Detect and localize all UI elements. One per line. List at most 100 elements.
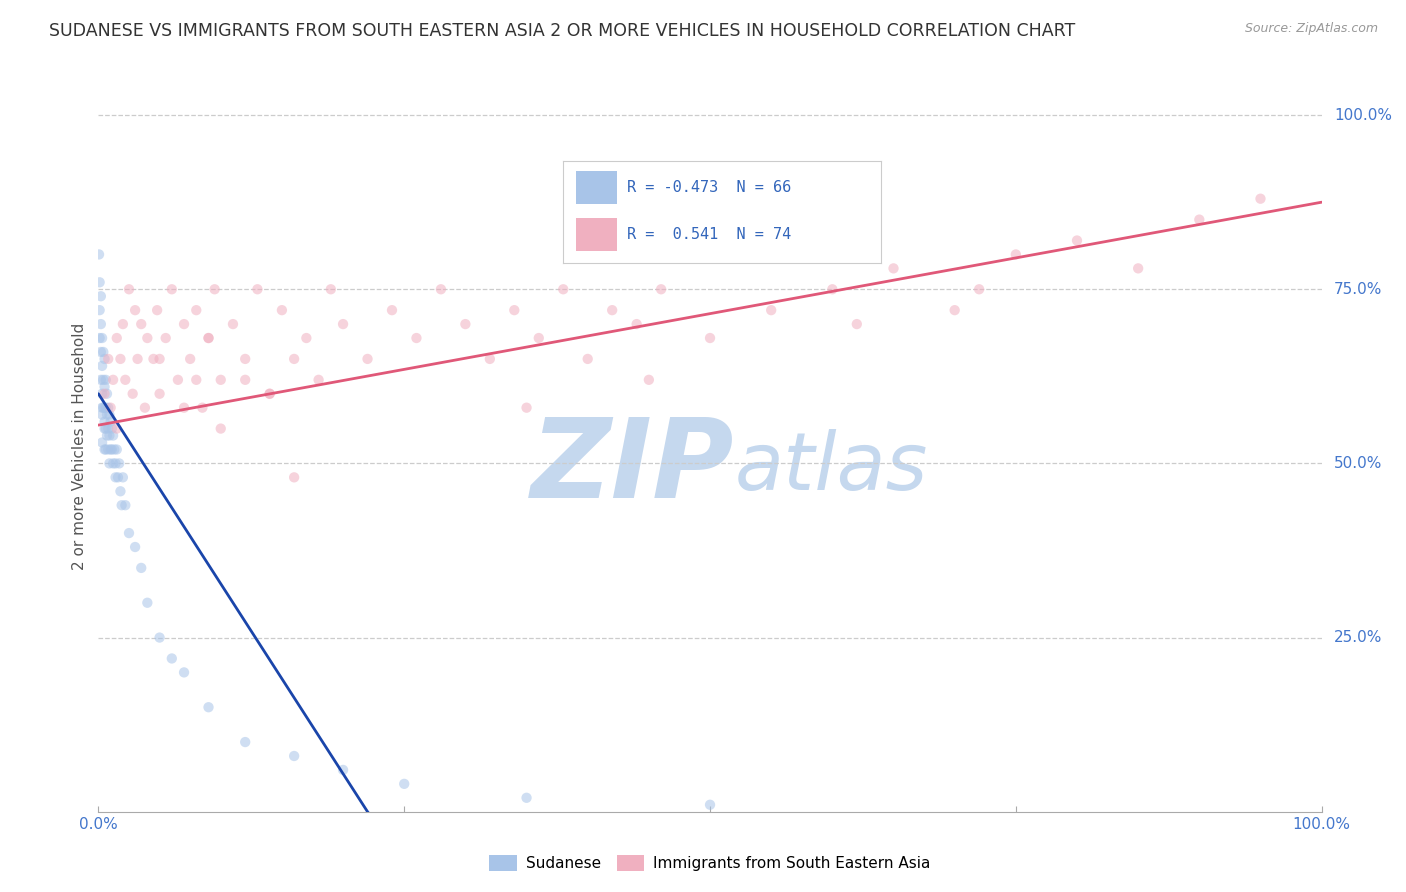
Point bbox=[136, 331, 159, 345]
Point bbox=[149, 351, 172, 366]
Point bbox=[97, 401, 120, 415]
Point bbox=[121, 386, 143, 401]
Point bbox=[96, 386, 118, 401]
Point bbox=[173, 401, 195, 415]
Point bbox=[105, 442, 128, 457]
Point bbox=[136, 596, 159, 610]
Point bbox=[87, 247, 110, 261]
Point bbox=[332, 763, 354, 777]
Point bbox=[967, 282, 990, 296]
Text: 75.0%: 75.0% bbox=[1334, 282, 1382, 297]
Point bbox=[101, 421, 124, 435]
Point bbox=[454, 317, 477, 331]
Point bbox=[101, 428, 124, 442]
Point bbox=[204, 282, 226, 296]
Point bbox=[600, 303, 623, 318]
Point bbox=[129, 561, 152, 575]
Point bbox=[173, 665, 195, 680]
Point bbox=[89, 275, 111, 289]
Point bbox=[105, 421, 128, 435]
Point bbox=[91, 359, 114, 373]
Point bbox=[101, 442, 124, 457]
Point bbox=[233, 735, 256, 749]
Point bbox=[332, 317, 354, 331]
Point bbox=[90, 345, 112, 359]
Point bbox=[105, 331, 128, 345]
Point bbox=[134, 401, 156, 415]
Point bbox=[392, 777, 416, 791]
Point bbox=[319, 282, 342, 296]
Point bbox=[100, 442, 122, 457]
Point bbox=[96, 428, 118, 442]
Y-axis label: 2 or more Vehicles in Household: 2 or more Vehicles in Household bbox=[72, 322, 87, 570]
Point bbox=[381, 303, 404, 318]
Point bbox=[1249, 192, 1271, 206]
Point bbox=[883, 261, 905, 276]
Text: 25.0%: 25.0% bbox=[1334, 630, 1382, 645]
Point bbox=[91, 331, 114, 345]
Point bbox=[259, 386, 281, 401]
Point bbox=[124, 303, 146, 318]
Point bbox=[167, 373, 190, 387]
Point bbox=[356, 351, 378, 366]
Point bbox=[91, 408, 114, 422]
Point bbox=[283, 351, 305, 366]
Point bbox=[129, 317, 152, 331]
Point bbox=[91, 435, 114, 450]
Point bbox=[295, 331, 318, 345]
Point bbox=[699, 331, 721, 345]
Point bbox=[101, 457, 124, 471]
Text: ZIP: ZIP bbox=[531, 415, 734, 522]
Point bbox=[515, 401, 537, 415]
Point bbox=[114, 498, 136, 512]
Point bbox=[104, 470, 127, 484]
Point bbox=[97, 442, 120, 457]
Point bbox=[222, 317, 245, 331]
Point bbox=[637, 373, 661, 387]
Point bbox=[259, 386, 281, 401]
Legend: Sudanese, Immigrants from South Eastern Asia: Sudanese, Immigrants from South Eastern … bbox=[484, 849, 936, 877]
Point bbox=[209, 421, 232, 435]
Text: Source: ZipAtlas.com: Source: ZipAtlas.com bbox=[1244, 22, 1378, 36]
Point bbox=[91, 373, 114, 387]
Point bbox=[233, 373, 256, 387]
Point bbox=[943, 303, 966, 318]
Point bbox=[97, 351, 120, 366]
Point bbox=[100, 401, 122, 415]
Point bbox=[1128, 261, 1150, 276]
Point bbox=[93, 401, 115, 415]
Point bbox=[97, 421, 120, 435]
Text: 100.0%: 100.0% bbox=[1334, 108, 1392, 122]
Point bbox=[845, 317, 868, 331]
Text: atlas: atlas bbox=[734, 429, 928, 507]
Point bbox=[93, 351, 115, 366]
Point bbox=[98, 408, 121, 422]
Point bbox=[1004, 247, 1026, 261]
Point bbox=[160, 651, 183, 665]
Point bbox=[503, 303, 526, 318]
Point bbox=[650, 282, 672, 296]
Point bbox=[270, 303, 294, 318]
Point bbox=[142, 351, 165, 366]
Point bbox=[90, 373, 112, 387]
Point bbox=[103, 442, 125, 457]
Point bbox=[111, 498, 134, 512]
Point bbox=[197, 331, 219, 345]
Point bbox=[186, 373, 208, 387]
Point bbox=[197, 331, 219, 345]
Point bbox=[283, 470, 305, 484]
Point bbox=[96, 408, 118, 422]
Point bbox=[699, 797, 721, 812]
Point bbox=[108, 457, 131, 471]
Point bbox=[179, 351, 201, 366]
Point bbox=[91, 401, 114, 415]
Point bbox=[553, 282, 575, 296]
Point bbox=[91, 345, 114, 359]
Point bbox=[405, 331, 427, 345]
Point bbox=[100, 415, 122, 429]
Point bbox=[761, 303, 783, 318]
Point bbox=[89, 303, 111, 318]
Point bbox=[173, 317, 195, 331]
Point bbox=[94, 442, 117, 457]
Point bbox=[478, 351, 501, 366]
